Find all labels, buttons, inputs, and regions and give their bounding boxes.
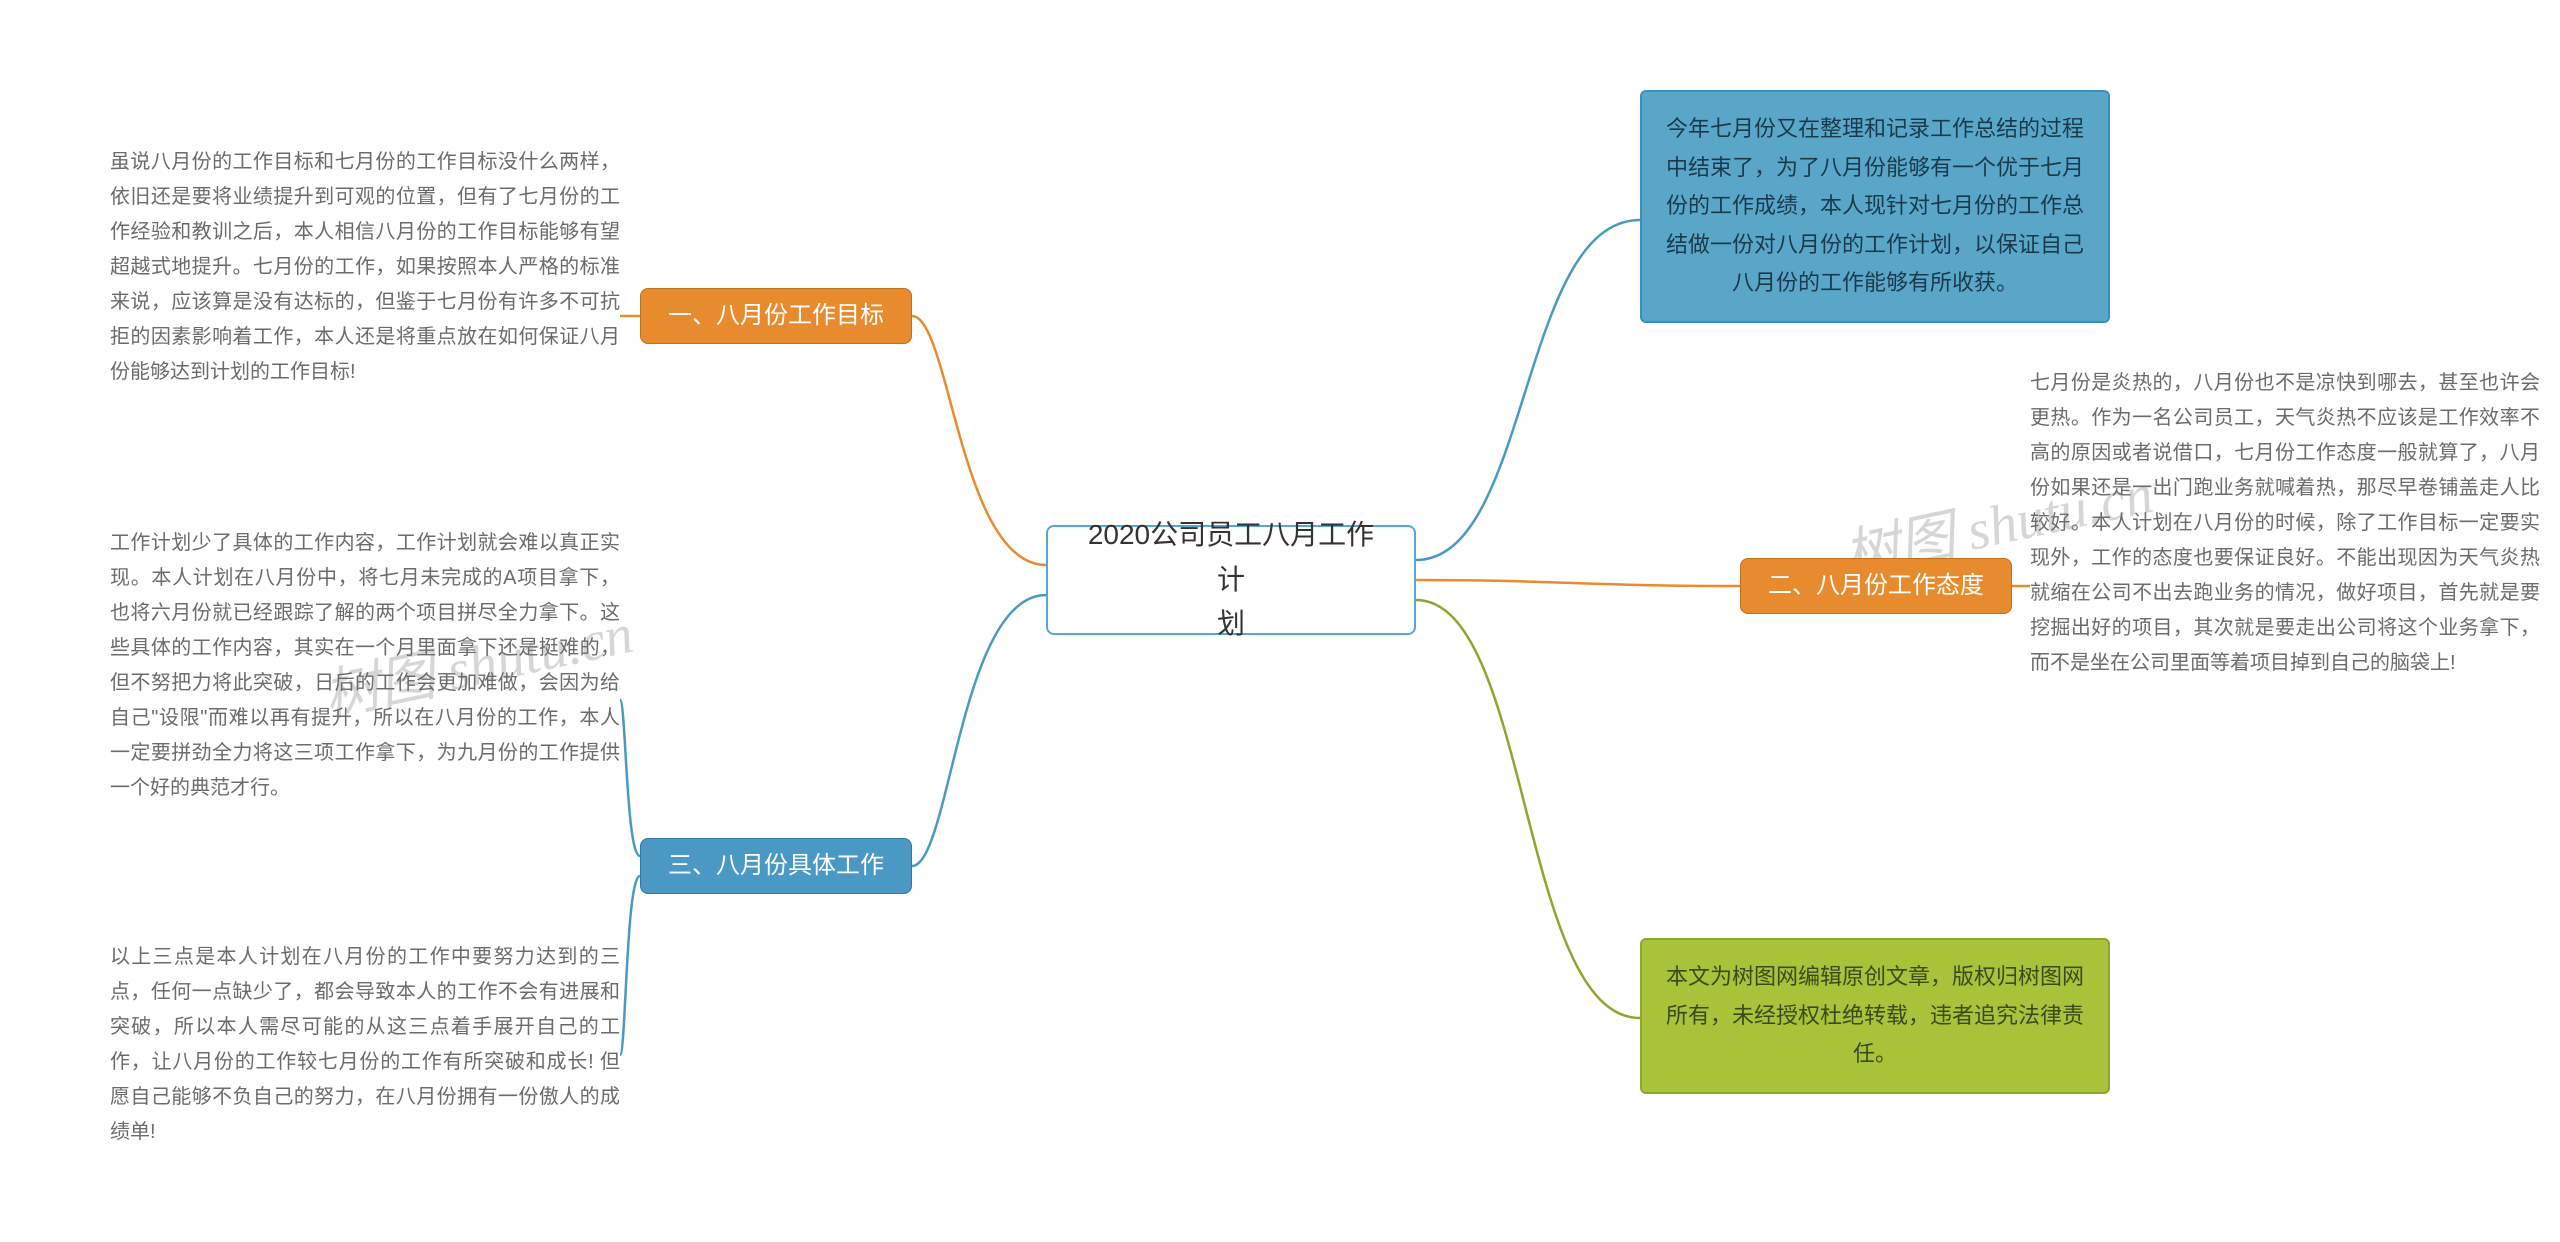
branch-goal-label: 一、八月份工作目标 (668, 297, 884, 335)
leaf-goal-text: 虽说八月份的工作目标和七月份的工作目标没什么两样，依旧还是要将业绩提升到可观的位… (110, 145, 620, 390)
edge-detail-left-to-detail_text2 (620, 876, 640, 1055)
branch-detail-label: 三、八月份具体工作 (668, 847, 884, 885)
copyright-box[interactable]: 本文为树图网编辑原创文章，版权归树图网所有，未经授权杜绝转载，违者追究法律责任。 (1640, 938, 2110, 1094)
leaf-detail-text-2: 以上三点是本人计划在八月份的工作中要努力达到的三点，任何一点缺少了，都会导致本人… (110, 940, 620, 1150)
edge-center-right-to-attitude-left (1416, 580, 1740, 586)
edge-center-right-to-intro-left (1416, 220, 1640, 560)
intro-box-text: 今年七月份又在整理和记录工作总结的过程中结束了，为了八月份能够有一个优于七月份的… (1664, 110, 2086, 303)
center-node-label: 2020公司员工八月工作计划 (1078, 513, 1384, 647)
branch-attitude-label: 二、八月份工作态度 (1768, 567, 1984, 605)
branch-detail[interactable]: 三、八月份具体工作 (640, 838, 912, 894)
center-node[interactable]: 2020公司员工八月工作计划 (1046, 525, 1416, 635)
edge-detail-left-to-detail_text1 (620, 700, 640, 856)
edge-center-left-to-detail-right (912, 595, 1046, 866)
branch-goal[interactable]: 一、八月份工作目标 (640, 288, 912, 344)
intro-box[interactable]: 今年七月份又在整理和记录工作总结的过程中结束了，为了八月份能够有一个优于七月份的… (1640, 90, 2110, 323)
leaf-attitude-text: 七月份是炎热的，八月份也不是凉快到哪去，甚至也许会更热。作为一名公司员工，天气炎… (2030, 366, 2540, 681)
leaf-detail-text-1: 工作计划少了具体的工作内容，工作计划就会难以真正实现。本人计划在八月份中，将七月… (110, 526, 620, 806)
branch-attitude[interactable]: 二、八月份工作态度 (1740, 558, 2012, 614)
edge-center-right-to-copyright-left (1416, 600, 1640, 1018)
copyright-box-text: 本文为树图网编辑原创文章，版权归树图网所有，未经授权杜绝转载，违者追究法律责任。 (1664, 958, 2086, 1074)
edge-center-left-to-goal-right (912, 316, 1046, 565)
